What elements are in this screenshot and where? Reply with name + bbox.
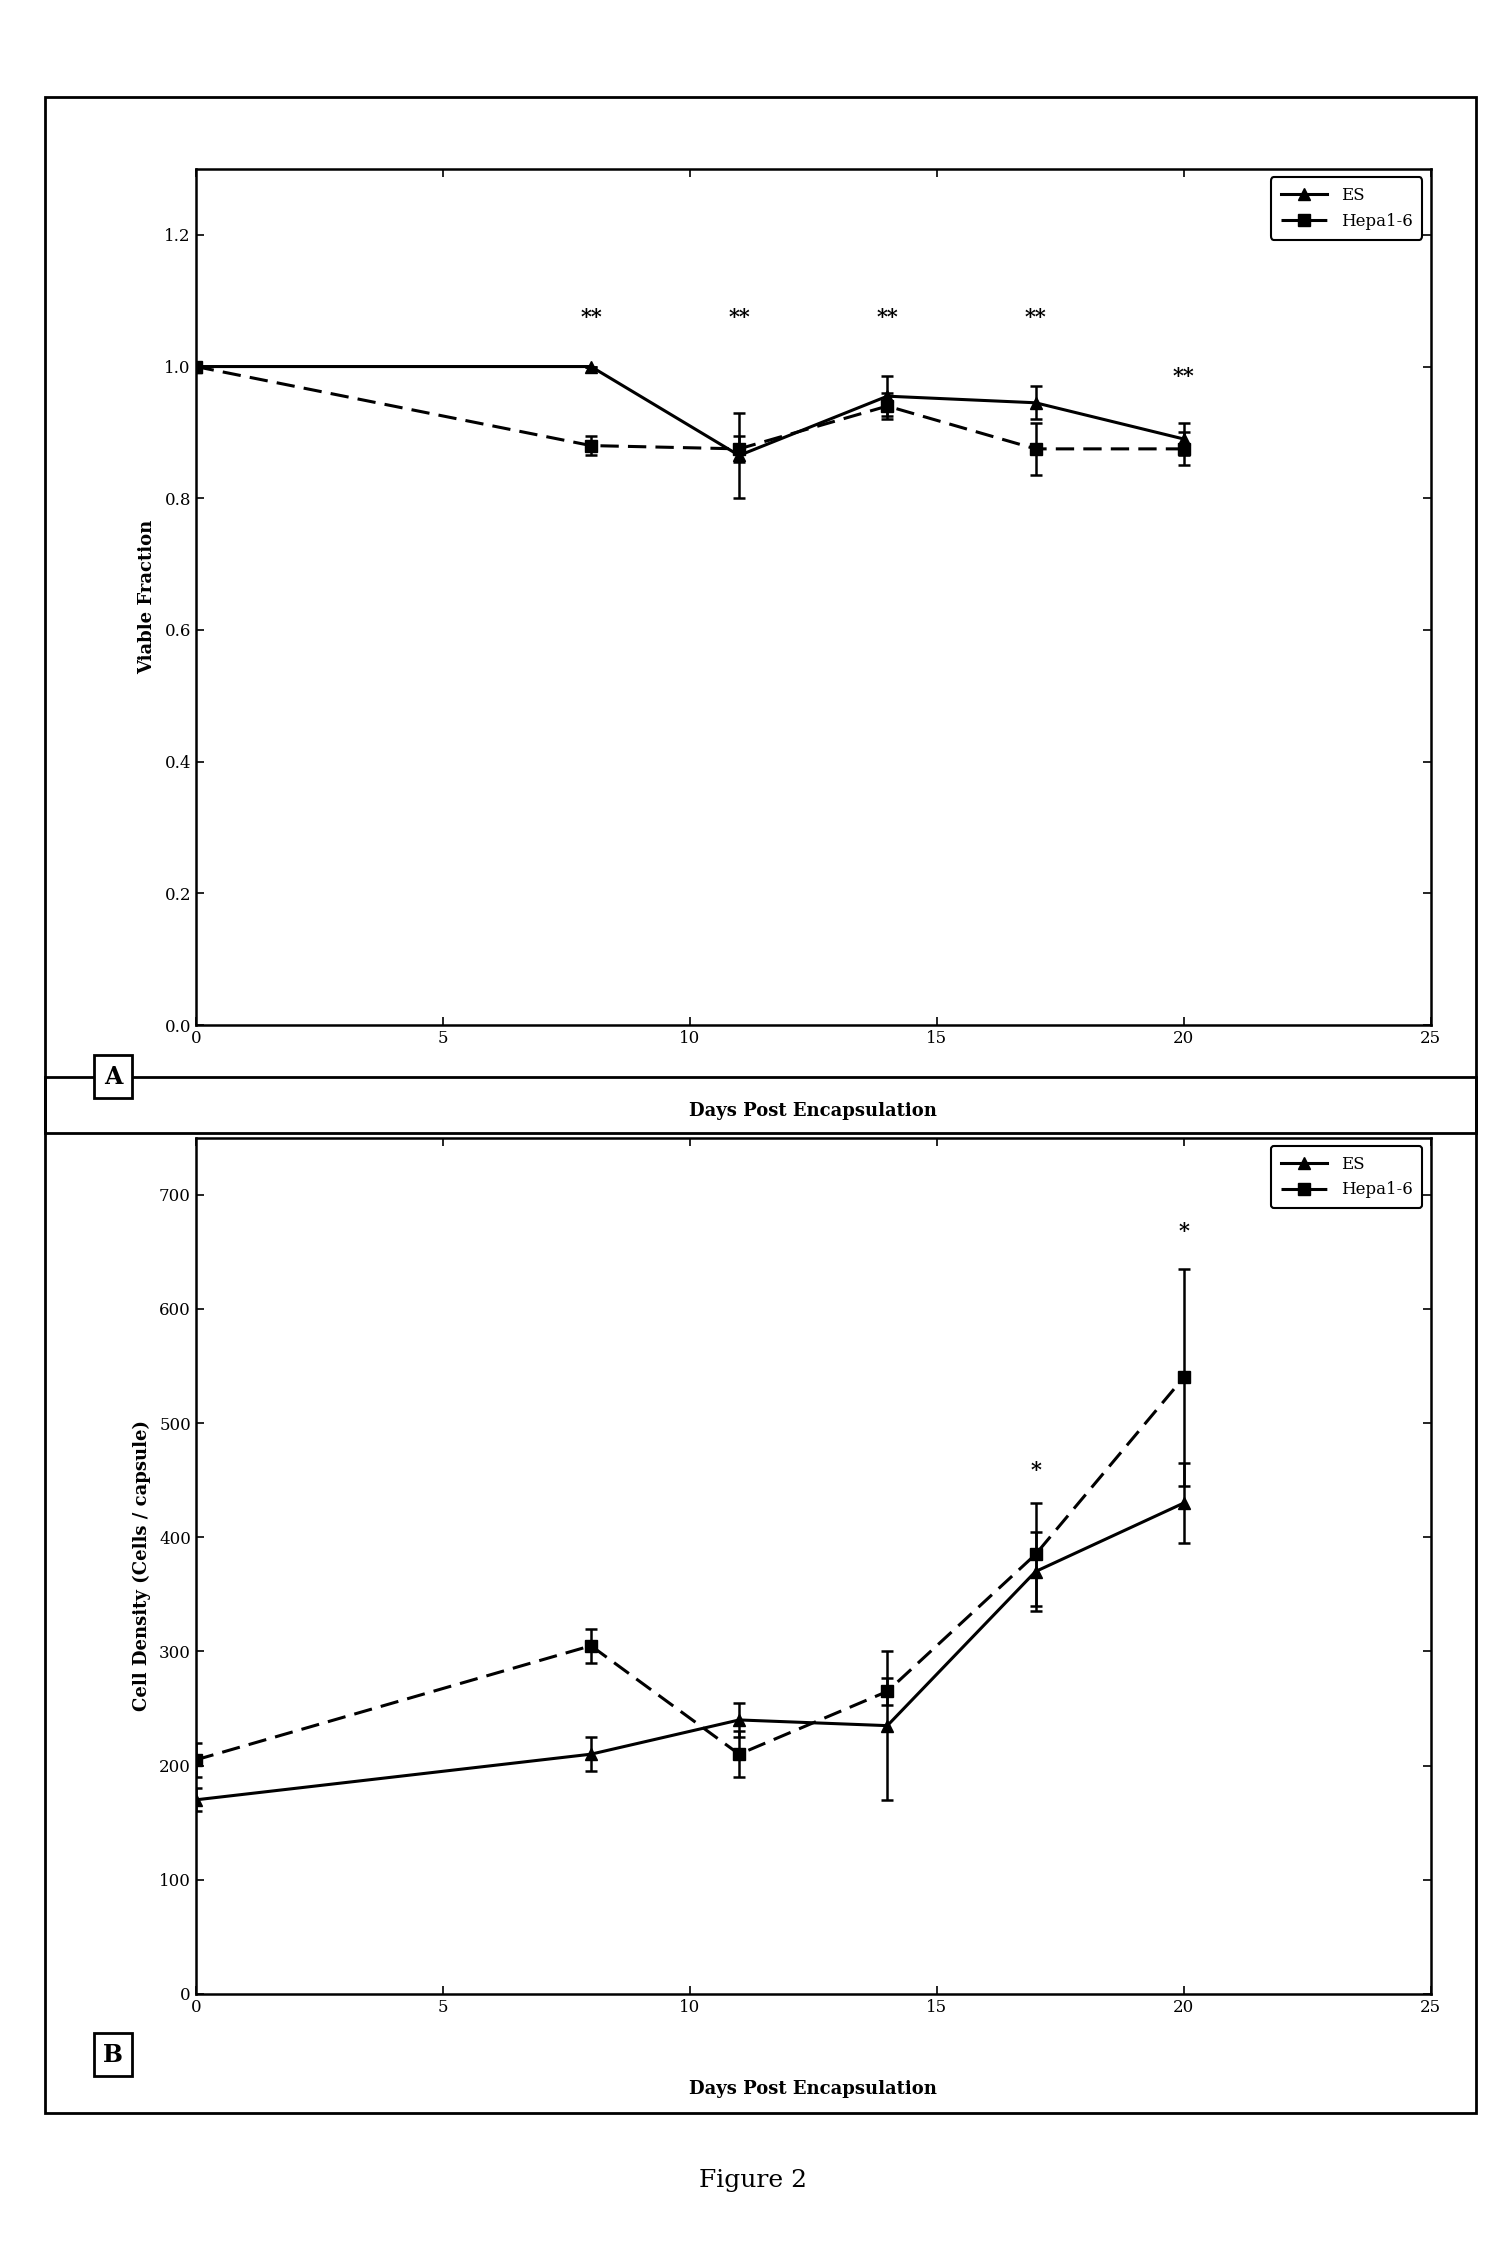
Text: *: * bbox=[1178, 1221, 1190, 1241]
Text: **: ** bbox=[1024, 306, 1047, 327]
Text: **: ** bbox=[580, 306, 602, 327]
Text: A: A bbox=[104, 1066, 122, 1088]
Text: **: ** bbox=[729, 306, 750, 327]
Text: **: ** bbox=[876, 306, 898, 327]
Text: **: ** bbox=[1173, 367, 1194, 385]
Text: B: B bbox=[102, 2043, 123, 2066]
Text: Days Post Encapsulation: Days Post Encapsulation bbox=[690, 1102, 937, 1120]
Text: Days Post Encapsulation: Days Post Encapsulation bbox=[690, 2080, 937, 2098]
Text: Figure 2: Figure 2 bbox=[699, 2170, 807, 2192]
Legend: ES, Hepa1-6: ES, Hepa1-6 bbox=[1271, 178, 1422, 239]
Y-axis label: Viable Fraction: Viable Fraction bbox=[139, 520, 157, 674]
Y-axis label: Cell Density (Cells / capsule): Cell Density (Cells / capsule) bbox=[133, 1419, 151, 1712]
Text: *: * bbox=[1030, 1460, 1041, 1480]
Legend: ES, Hepa1-6: ES, Hepa1-6 bbox=[1271, 1147, 1422, 1208]
